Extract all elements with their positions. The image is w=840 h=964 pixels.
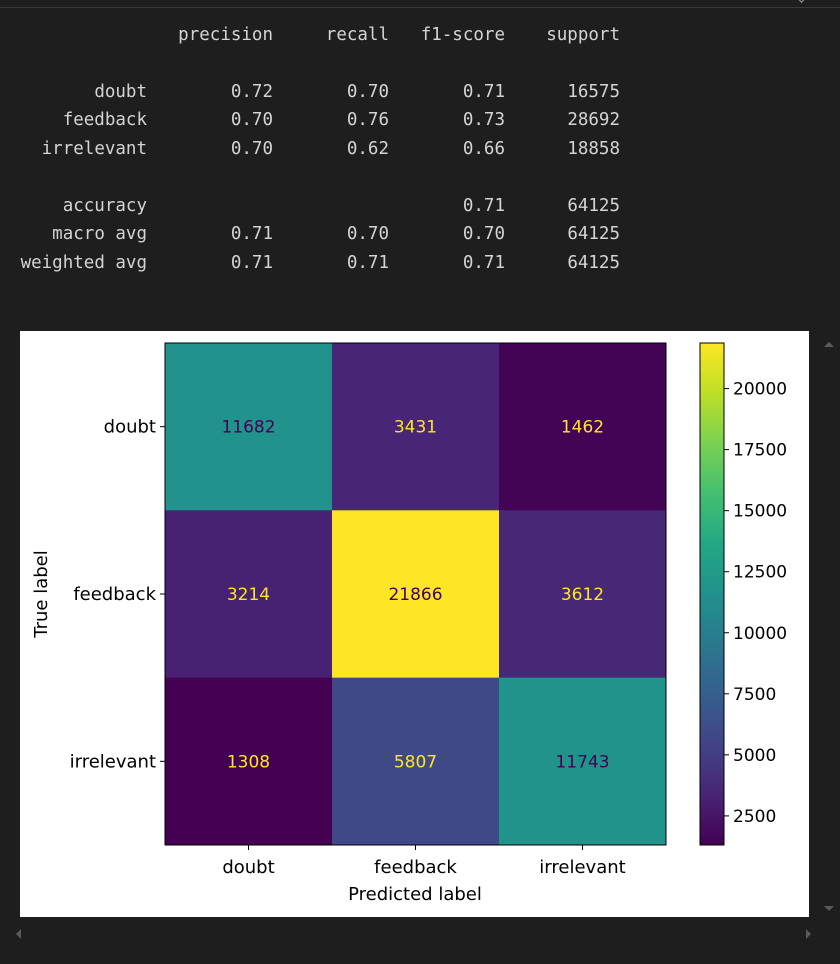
report-summary-label: accuracy [62,196,147,216]
cell-value-label: 3214 [227,585,270,605]
heatmap-cell [165,677,333,846]
x-axis-label: Predicted label [348,884,482,905]
report-row-label: doubt [94,82,147,102]
colorbar-tick-label: 15000 [733,502,787,522]
heatmap-cell [332,677,500,846]
report-header-recall: recall [325,25,389,45]
report-row-f1: 0.73 [462,110,505,130]
cell-value-label: 11743 [555,752,609,772]
heatmap-cell [165,510,333,679]
heatmap-cell [165,343,333,511]
report-row-recall: 0.76 [346,110,389,130]
colorbar-tick-label: 17500 [733,441,787,461]
report-header-f1-score: f1-score [420,25,505,45]
y-tick-label: feedback [73,584,156,605]
report-summary-precision: 0.71 [230,224,273,244]
y-axis-label: True label [31,550,52,639]
scroll-down-arrow-icon[interactable] [824,906,834,911]
y-tick-label: irrelevant [70,751,156,772]
report-row-support: 18858 [567,139,620,159]
report-row-precision: 0.72 [230,82,273,102]
report-row-recall: 0.70 [346,82,389,102]
report-header-precision: precision [178,25,273,45]
report-header-support: support [546,25,620,45]
heatmap-cell [499,677,667,846]
report-row-label: feedback [62,110,147,130]
cell-value-label: 11682 [221,418,275,438]
top-divider [0,7,840,8]
colorbar-tick-label: 7500 [733,685,776,705]
colorbar-tick-label: 12500 [733,563,787,583]
scroll-up-arrow-icon[interactable] [824,342,834,347]
cell-value-label: 1308 [227,752,270,772]
report-summary-support: 64125 [567,196,620,216]
report-row-f1: 0.71 [462,82,505,102]
report-row-precision: 0.70 [230,110,273,130]
report-summary-precision: 0.71 [230,253,273,273]
report-row-label: irrelevant [41,139,147,159]
report-summary-support: 64125 [567,253,620,273]
report-summary-recall: 0.70 [346,224,389,244]
scroll-right-arrow-icon[interactable] [806,929,811,939]
confusion-matrix-figure: 11682 3431 1462 3214 21866 3612 1308 5807 11743 … [20,331,809,917]
classification-report: precision recall f1-score support doubt … [0,0,840,300]
colorbar-tick-label: 10000 [733,624,787,644]
heatmap-cell [332,343,500,511]
report-row-support: 16575 [567,82,620,102]
report-summary-label: weighted avg [20,253,147,273]
colorbar-tick-label: 5000 [733,746,776,766]
report-summary-label: macro avg [52,224,147,244]
report-summary-support: 64125 [567,224,620,244]
heatmap-cell [332,510,500,679]
x-tick-label: doubt [222,857,274,878]
cell-value-label: 21866 [388,585,442,605]
cell-value-label: 1462 [561,418,604,438]
colorbar-tick-label: 2500 [733,807,776,827]
x-tick-label: irrelevant [539,857,625,878]
report-summary-f1: 0.71 [462,196,505,216]
colorbar-tick-label: 20000 [733,380,787,400]
cell-value-label: 3431 [394,418,437,438]
report-summary-recall: 0.71 [346,253,389,273]
colorbar [699,342,725,846]
y-tick-label: doubt [104,417,156,438]
report-row-precision: 0.70 [230,139,273,159]
report-summary-f1: 0.71 [462,253,505,273]
report-row-support: 28692 [567,110,620,130]
cell-value-label: 5807 [394,752,437,772]
report-summary-f1: 0.70 [462,224,505,244]
report-row-f1: 0.66 [462,139,505,159]
scroll-left-arrow-icon[interactable] [16,929,21,939]
cell-value-label: 3612 [561,585,604,605]
heatmap-cell [499,343,667,511]
x-tick-label: feedback [374,857,457,878]
heatmap-cell [499,510,667,679]
report-row-recall: 0.62 [346,139,389,159]
